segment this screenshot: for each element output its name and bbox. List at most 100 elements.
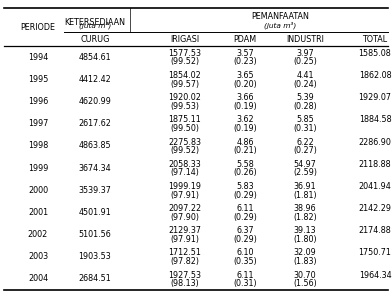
Text: 2041.94: 2041.94 (359, 182, 391, 191)
Text: 1995: 1995 (28, 75, 48, 84)
Text: 6.10: 6.10 (236, 248, 254, 257)
Text: 4.86: 4.86 (236, 137, 254, 146)
Text: (97.91): (97.91) (171, 190, 200, 200)
Text: (juta m³): (juta m³) (79, 22, 111, 29)
Text: 5.39: 5.39 (296, 93, 314, 102)
Text: 1999: 1999 (28, 164, 48, 172)
Text: (0.28): (0.28) (293, 102, 317, 111)
Text: (0.19): (0.19) (233, 124, 257, 133)
Text: 36.91: 36.91 (294, 182, 316, 191)
Text: 1585.08: 1585.08 (359, 49, 391, 58)
Text: TOTAL: TOTAL (363, 34, 388, 43)
Text: 1929.07: 1929.07 (359, 93, 392, 102)
Text: 1577.53: 1577.53 (169, 49, 201, 58)
Text: 54.97: 54.97 (294, 160, 316, 169)
Text: 2118.88: 2118.88 (359, 160, 391, 169)
Text: 1854.02: 1854.02 (169, 71, 201, 80)
Text: 2617.62: 2617.62 (78, 119, 111, 128)
Text: (1.82): (1.82) (293, 213, 317, 222)
Text: PERIODE: PERIODE (20, 22, 56, 32)
Text: 3.62: 3.62 (236, 116, 254, 124)
Text: 3.65: 3.65 (236, 71, 254, 80)
Text: 1994: 1994 (28, 52, 48, 62)
Text: 2002: 2002 (28, 230, 48, 239)
Text: 5.58: 5.58 (236, 160, 254, 169)
Text: (1.56): (1.56) (293, 279, 317, 288)
Text: (0.24): (0.24) (293, 80, 317, 89)
Text: 4620.99: 4620.99 (78, 97, 111, 106)
Text: PEMANFAATAN: PEMANFAATAN (251, 12, 309, 21)
Text: 1903.53: 1903.53 (79, 252, 111, 261)
Text: 2000: 2000 (28, 186, 48, 195)
Text: 6.11: 6.11 (236, 204, 254, 213)
Text: (0.23): (0.23) (233, 58, 257, 67)
Text: PDAM: PDAM (234, 34, 256, 43)
Text: 39.13: 39.13 (294, 226, 316, 235)
Text: 6.37: 6.37 (236, 226, 254, 235)
Text: (0.29): (0.29) (233, 235, 257, 244)
Text: 3.97: 3.97 (296, 49, 314, 58)
Text: 4854.61: 4854.61 (79, 52, 111, 62)
Text: (1.80): (1.80) (293, 235, 317, 244)
Text: 32.09: 32.09 (294, 248, 316, 257)
Text: IRIGASI: IRIGASI (171, 34, 200, 43)
Text: (0.20): (0.20) (233, 80, 257, 89)
Text: 2003: 2003 (28, 252, 48, 261)
Text: (1.83): (1.83) (293, 257, 317, 266)
Text: (0.31): (0.31) (233, 279, 257, 288)
Text: 3674.34: 3674.34 (79, 164, 111, 172)
Text: (2.59): (2.59) (293, 168, 317, 177)
Text: 4.41: 4.41 (296, 71, 314, 80)
Text: 2286.90: 2286.90 (359, 137, 392, 146)
Text: (97.14): (97.14) (171, 168, 200, 177)
Text: 2129.37: 2129.37 (169, 226, 201, 235)
Text: (0.21): (0.21) (233, 146, 257, 155)
Text: 3.66: 3.66 (236, 93, 254, 102)
Text: 1999.19: 1999.19 (169, 182, 201, 191)
Text: (99.52): (99.52) (171, 58, 200, 67)
Text: CURUG: CURUG (80, 34, 110, 43)
Text: 1964.34: 1964.34 (359, 271, 391, 280)
Text: (0.29): (0.29) (233, 213, 257, 222)
Text: 6.22: 6.22 (296, 137, 314, 146)
Text: 3.57: 3.57 (236, 49, 254, 58)
Text: 5101.56: 5101.56 (79, 230, 111, 239)
Text: 2684.51: 2684.51 (79, 274, 111, 284)
Text: (99.50): (99.50) (171, 124, 200, 133)
Text: 1750.71: 1750.71 (359, 248, 392, 257)
Text: 2174.88: 2174.88 (359, 226, 391, 235)
Text: (99.57): (99.57) (171, 80, 200, 89)
Text: (0.25): (0.25) (293, 58, 317, 67)
Text: (98.13): (98.13) (171, 279, 200, 288)
Text: 1997: 1997 (28, 119, 48, 128)
Text: KETERSEDIAAN: KETERSEDIAAN (65, 18, 125, 27)
Text: 1884.58: 1884.58 (359, 116, 391, 124)
Text: 1998: 1998 (28, 141, 48, 150)
Text: 4412.42: 4412.42 (79, 75, 111, 84)
Text: 1927.53: 1927.53 (169, 271, 201, 280)
Text: 5.83: 5.83 (236, 182, 254, 191)
Text: 5.85: 5.85 (296, 116, 314, 124)
Text: 2004: 2004 (28, 274, 48, 284)
Text: 2001: 2001 (28, 208, 48, 217)
Text: (97.90): (97.90) (171, 213, 200, 222)
Text: (99.52): (99.52) (171, 146, 200, 155)
Text: 4501.91: 4501.91 (79, 208, 111, 217)
Text: 2097.22: 2097.22 (169, 204, 201, 213)
Text: INDUSTRI: INDUSTRI (286, 34, 324, 43)
Text: 1920.02: 1920.02 (169, 93, 201, 102)
Text: (0.27): (0.27) (293, 146, 317, 155)
Text: 6.11: 6.11 (236, 271, 254, 280)
Text: 1996: 1996 (28, 97, 48, 106)
Text: (1.81): (1.81) (293, 190, 317, 200)
Text: (97.82): (97.82) (171, 257, 200, 266)
Text: 2058.33: 2058.33 (169, 160, 201, 169)
Text: (0.29): (0.29) (233, 190, 257, 200)
Text: 30.70: 30.70 (294, 271, 316, 280)
Text: (0.26): (0.26) (233, 168, 257, 177)
Text: 2142.29: 2142.29 (359, 204, 392, 213)
Text: 1712.51: 1712.51 (169, 248, 201, 257)
Text: (97.91): (97.91) (171, 235, 200, 244)
Text: (0.35): (0.35) (233, 257, 257, 266)
Text: (99.53): (99.53) (171, 102, 200, 111)
